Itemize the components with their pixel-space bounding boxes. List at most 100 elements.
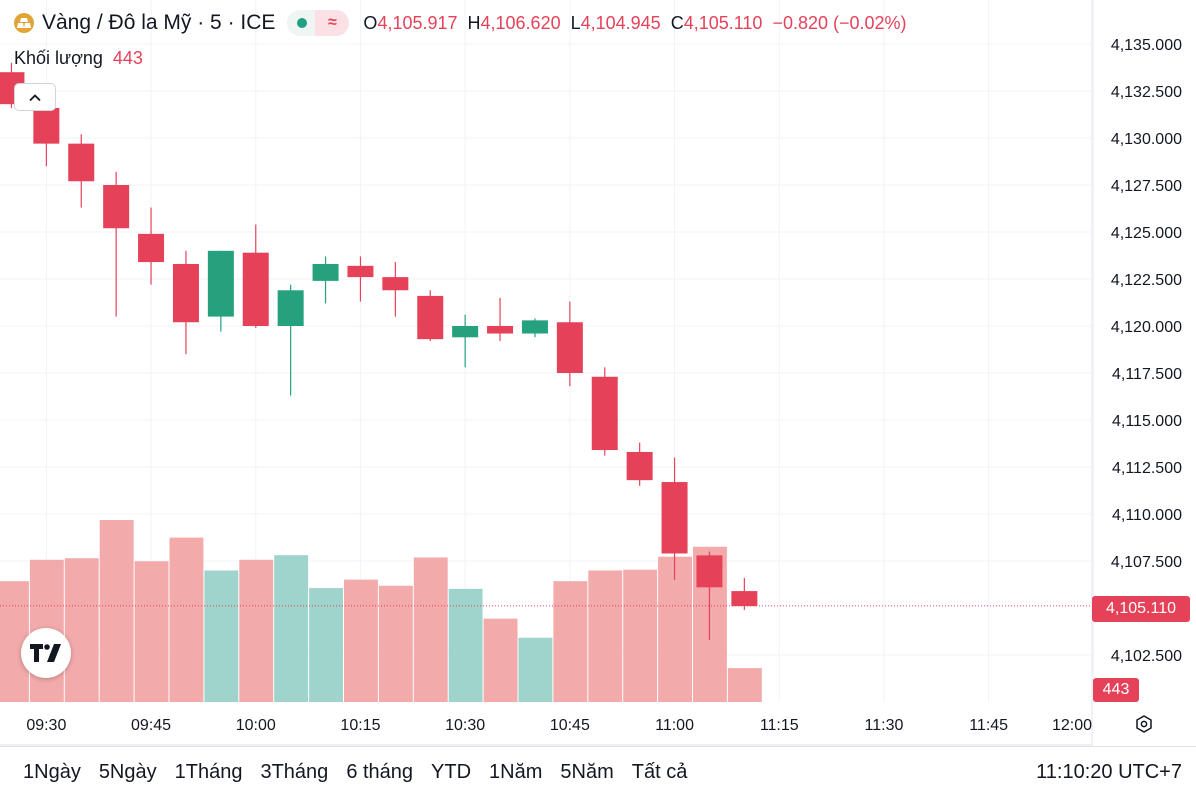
candle-body[interactable] [242,252,269,326]
candle-body[interactable] [591,376,618,451]
volume-bar [239,559,274,702]
candle-body[interactable] [207,250,234,317]
x-tick-label: 11:30 [865,717,904,734]
volume-bar [727,668,762,702]
y-tick-label: 4,132.500 [1111,84,1182,101]
y-tick-label: 4,107.500 [1111,554,1182,571]
candle-body[interactable] [661,482,688,554]
range-button[interactable]: 1Năm [489,761,543,783]
x-tick-label: 10:15 [340,717,380,734]
volume-bar [309,588,343,702]
volume-bar [274,555,309,702]
x-tick-label: 11:15 [760,717,799,734]
price-axis[interactable]: 4,135.000 4,132.500 4,130.000 4,127.500 4,12… [1111,37,1182,665]
ohlc-high: H4,106.620 [467,12,561,33]
volume-bar [344,579,378,702]
candle-body[interactable] [487,326,514,334]
y-tick-label: 4,125.000 [1111,225,1182,242]
volume-bars [0,520,762,702]
settings-hexagon-icon[interactable] [1133,713,1155,735]
volume-value: 443 [112,48,143,68]
volume-bar [483,618,518,702]
x-tick-label: 09:45 [131,717,171,734]
y-tick-label: 4,102.500 [1111,648,1182,665]
chart-grid [0,0,1094,746]
chevron-up-icon [29,93,41,101]
candle-body[interactable] [626,451,653,481]
y-tick-label: 4,117.500 [1112,366,1182,383]
price-chart[interactable]: 4,135.000 4,132.500 4,130.000 4,127.500 4,12… [0,0,1196,746]
volume-bar [658,556,692,702]
volume-bar [378,585,413,702]
y-tick-label: 4,115.000 [1112,413,1182,430]
volume-legend: Khối lượng 443 [14,48,143,69]
tradingview-logo[interactable] [21,628,71,678]
symbol-title[interactable]: Vàng / Đô la Mỹ · 5 · ICE [42,11,276,34]
gold-bars-icon[interactable] [14,13,34,33]
volume-bar [169,537,204,702]
last-price-tag: 4,105.110 [1092,596,1190,622]
y-tick-label: 4,130.000 [1111,131,1182,148]
chart-legend: Vàng / Đô la Mỹ · 5 · ICE ≈ O4,105.917 H… [14,8,907,38]
volume-bar [204,570,239,702]
market-status[interactable]: ≈ [287,10,350,36]
clock-timezone[interactable]: 11:10:20 UTC+7 [1036,761,1182,783]
candle-body[interactable] [521,320,548,334]
candle-body[interactable] [103,185,130,229]
volume-bar [134,561,169,702]
ohlc-open: O4,105.917 [363,12,458,33]
last-volume-tag: 443 [1093,678,1139,702]
y-tick-label: 4,112.500 [1112,460,1182,477]
x-tick-label: 11:45 [969,717,1008,734]
candle-body[interactable] [556,322,583,373]
candle-body[interactable] [68,143,95,182]
candle-body[interactable] [452,326,479,338]
ohlc-low: L4,104.945 [570,12,661,33]
candlesticks [0,62,758,640]
range-selector: 1Ngày 5Ngày 1Tháng 3Tháng 6 tháng YTD 1Năm 5Năm… [14,761,696,784]
x-tick-label: 10:45 [550,717,590,734]
x-tick-label: 09:30 [26,717,66,734]
x-tick-label: 10:00 [236,717,276,734]
volume-label[interactable]: Khối lượng [14,48,103,68]
range-button[interactable]: 5Năm [560,761,614,783]
volume-bar [588,570,623,702]
price-change: −0.820 (−0.02%) [772,12,907,33]
candle-body[interactable] [696,555,723,588]
range-button[interactable]: 5Ngày [98,761,157,783]
y-tick-label: 4,122.500 [1111,272,1182,289]
market-open-dot-icon [297,18,308,28]
time-axis[interactable]: 09:30 09:45 10:00 10:15 10:30 10:45 11:00 11:15… [26,717,1092,734]
range-button[interactable]: Tất cả [631,761,688,783]
candle-body[interactable] [312,263,339,281]
candle-body[interactable] [731,591,758,607]
range-button[interactable]: 3Tháng [260,761,329,783]
candle-body[interactable] [277,290,304,326]
volume-bar [623,569,658,702]
data-delay-icon[interactable]: ≈ [315,10,350,36]
y-tick-label: 4,110.000 [1112,507,1182,524]
volume-bar [99,520,134,702]
candle-body[interactable] [172,263,199,323]
y-tick-label: 4,135.000 [1111,37,1182,54]
volume-bar [518,637,553,702]
volume-bar [413,557,448,702]
ohlc-close: C4,105.110 [670,12,763,33]
range-button[interactable]: YTD [431,761,472,783]
candle-body[interactable] [33,107,60,144]
candle-body[interactable] [138,233,165,263]
x-tick-label: 12:00 [1052,717,1092,734]
x-tick-label: 10:30 [445,717,485,734]
y-tick-label: 4,120.000 [1111,319,1182,336]
candle-body[interactable] [347,265,374,278]
candle-body[interactable] [417,295,444,340]
volume-bar [448,588,483,702]
range-button[interactable]: 1Ngày [23,761,81,783]
volume-bar [64,558,99,702]
x-tick-label: 11:00 [655,717,694,734]
collapse-legend-button[interactable] [14,83,56,111]
range-button[interactable]: 1Tháng [174,761,243,783]
candle-body[interactable] [382,277,409,291]
volume-bar [553,581,588,702]
range-button[interactable]: 6 tháng [346,761,414,783]
